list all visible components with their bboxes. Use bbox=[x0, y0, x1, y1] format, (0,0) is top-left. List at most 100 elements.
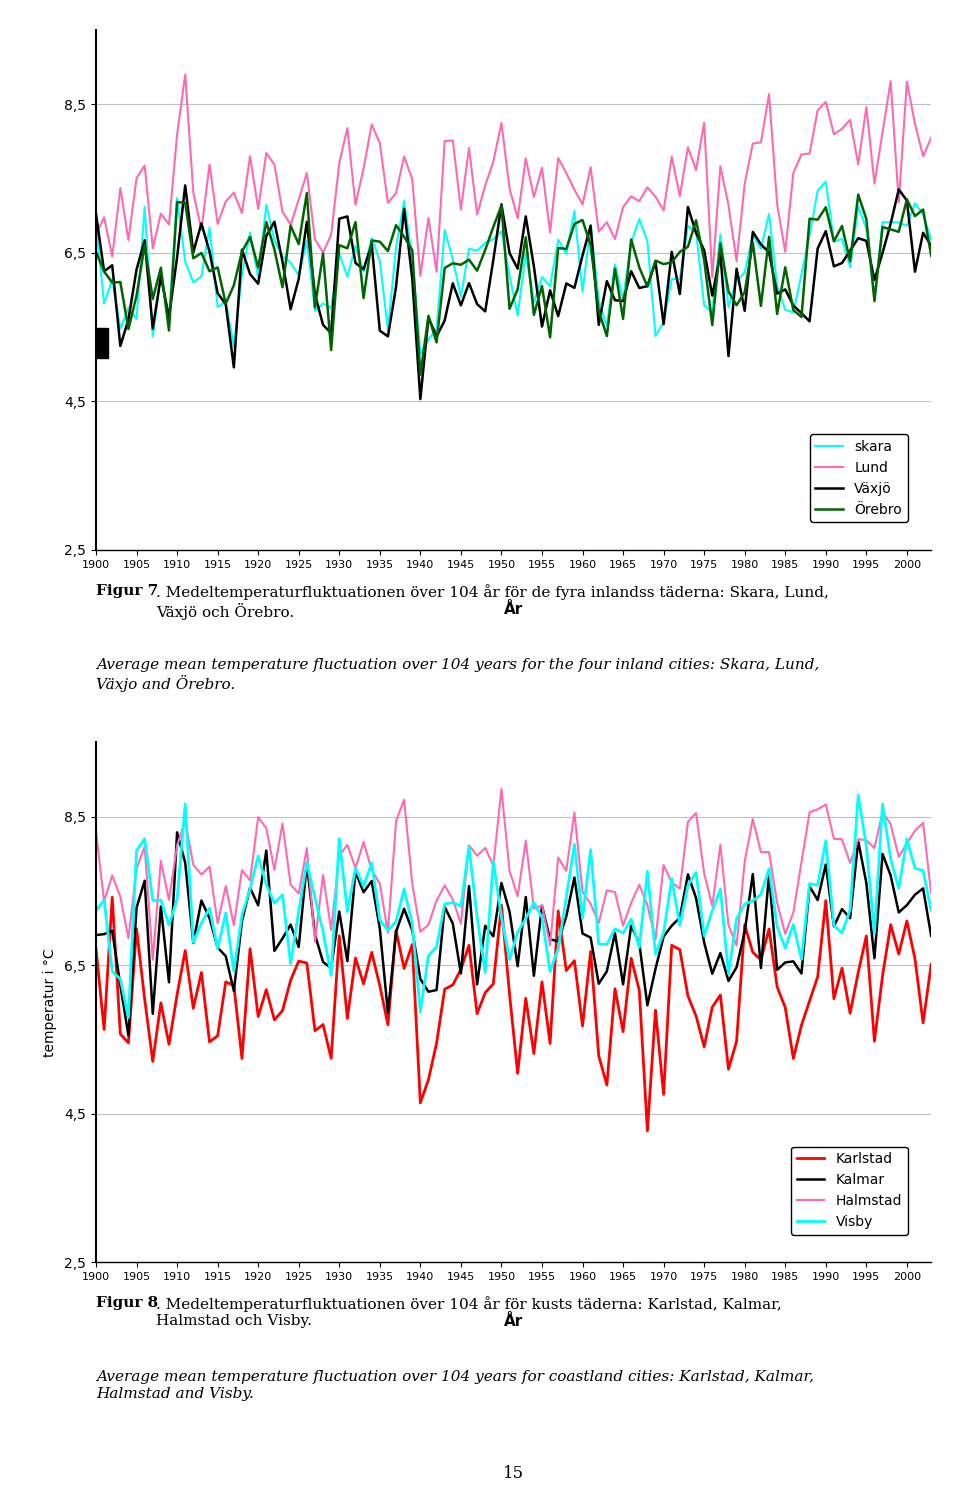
skara bbox=[333, 244, 345, 262]
Karlstad bbox=[90, 940, 102, 958]
skara bbox=[415, 345, 426, 363]
Lund bbox=[114, 179, 126, 197]
Visby bbox=[123, 1008, 134, 1026]
Line: Kalmar: Kalmar bbox=[96, 832, 931, 1035]
Karlstad bbox=[641, 1121, 653, 1139]
Visby bbox=[114, 971, 126, 989]
Lund bbox=[512, 209, 523, 228]
Växjö bbox=[114, 338, 126, 356]
Halmstad bbox=[114, 888, 126, 906]
Örebro bbox=[520, 228, 532, 246]
Legend: Karlstad, Kalmar, Halmstad, Visby: Karlstad, Kalmar, Halmstad, Visby bbox=[791, 1147, 907, 1234]
Line: Visby: Visby bbox=[96, 796, 931, 1017]
Text: Average mean temperature fluctuation over 104 years for the four inland cities: : Average mean temperature fluctuation ove… bbox=[96, 659, 820, 692]
Visby bbox=[925, 901, 937, 919]
Halmstad bbox=[925, 885, 937, 903]
Växjö bbox=[909, 262, 921, 280]
Växjö bbox=[90, 205, 102, 223]
Lund bbox=[180, 65, 191, 83]
Halmstad bbox=[520, 832, 532, 850]
Karlstad bbox=[869, 1032, 880, 1050]
skara bbox=[301, 232, 313, 250]
skara bbox=[114, 319, 126, 338]
Växjö bbox=[869, 271, 880, 289]
Örebro bbox=[909, 206, 921, 225]
Örebro bbox=[415, 366, 426, 384]
Visby bbox=[852, 787, 864, 805]
Örebro bbox=[309, 298, 321, 316]
Örebro bbox=[90, 243, 102, 261]
Kalmar bbox=[90, 925, 102, 943]
skara bbox=[90, 216, 102, 234]
skara bbox=[925, 231, 937, 249]
X-axis label: År: År bbox=[504, 601, 523, 616]
Örebro bbox=[925, 247, 937, 265]
Kalmar bbox=[909, 886, 921, 904]
Växjö bbox=[520, 208, 532, 226]
Line: Karlstad: Karlstad bbox=[96, 897, 931, 1130]
skara bbox=[512, 306, 523, 324]
Växjö bbox=[180, 176, 191, 194]
Halmstad bbox=[90, 821, 102, 839]
Kalmar bbox=[349, 864, 361, 882]
Kalmar bbox=[925, 927, 937, 945]
Visby bbox=[90, 901, 102, 919]
Lund bbox=[309, 231, 321, 249]
Växjö bbox=[925, 237, 937, 255]
Karlstad bbox=[909, 949, 921, 967]
Örebro bbox=[114, 273, 126, 291]
Kalmar bbox=[171, 823, 182, 841]
Halmstad bbox=[309, 933, 321, 951]
Line: Halmstad: Halmstad bbox=[96, 790, 931, 960]
Halmstad bbox=[869, 839, 880, 857]
Lund bbox=[707, 268, 718, 286]
Karlstad bbox=[512, 1064, 523, 1082]
Visby bbox=[309, 889, 321, 907]
skara bbox=[869, 289, 880, 307]
Kalmar bbox=[520, 888, 532, 906]
Line: Växjö: Växjö bbox=[96, 185, 931, 399]
Text: 15: 15 bbox=[503, 1465, 524, 1481]
Halmstad bbox=[147, 951, 158, 969]
Lund bbox=[909, 115, 921, 133]
Halmstad bbox=[495, 781, 507, 799]
Visby bbox=[869, 924, 880, 942]
Halmstad bbox=[909, 821, 921, 839]
Örebro bbox=[869, 292, 880, 310]
Kalmar bbox=[114, 977, 126, 995]
Line: Örebro: Örebro bbox=[96, 193, 931, 375]
skara bbox=[909, 194, 921, 212]
Visby bbox=[512, 924, 523, 942]
Kalmar bbox=[123, 1026, 134, 1044]
Text: Figur 7: Figur 7 bbox=[96, 583, 158, 598]
Lund bbox=[342, 119, 353, 137]
Karlstad bbox=[123, 1034, 134, 1052]
Legend: skara, Lund, Växjö, Örebro: skara, Lund, Växjö, Örebro bbox=[810, 434, 907, 523]
Text: Average mean temperature fluctuation over 104 years for coastland cities: Karlst: Average mean temperature fluctuation ove… bbox=[96, 1370, 814, 1400]
Karlstad bbox=[925, 955, 937, 974]
Lund bbox=[925, 128, 937, 146]
Växjö bbox=[415, 390, 426, 408]
Text: . Medeltemperaturfluktuationen över 104 år för kusts täderna: Karlstad, Kalmar,
: . Medeltemperaturfluktuationen över 104 … bbox=[156, 1296, 781, 1328]
Örebro bbox=[301, 184, 313, 202]
Visby bbox=[909, 859, 921, 877]
Visby bbox=[342, 903, 353, 921]
Text: Figur 8: Figur 8 bbox=[96, 1296, 158, 1310]
Kalmar bbox=[869, 949, 880, 967]
Lund bbox=[90, 225, 102, 243]
Halmstad bbox=[342, 836, 353, 854]
Line: skara: skara bbox=[96, 182, 931, 354]
Line: Lund: Lund bbox=[96, 74, 931, 277]
Karlstad bbox=[107, 888, 118, 906]
Örebro bbox=[342, 240, 353, 258]
Text: . Medeltemperaturfluktuationen över 104 år för de fyra inlandss täderna: Skara, : . Medeltemperaturfluktuationen över 104 … bbox=[156, 583, 829, 619]
Växjö bbox=[309, 285, 321, 303]
X-axis label: År: År bbox=[504, 1314, 523, 1329]
Växjö bbox=[342, 208, 353, 226]
Karlstad bbox=[309, 1022, 321, 1040]
Kalmar bbox=[318, 952, 329, 971]
Karlstad bbox=[342, 1010, 353, 1028]
Y-axis label: temperatur i °C: temperatur i °C bbox=[43, 948, 58, 1056]
skara bbox=[820, 173, 831, 191]
Lund bbox=[869, 175, 880, 193]
